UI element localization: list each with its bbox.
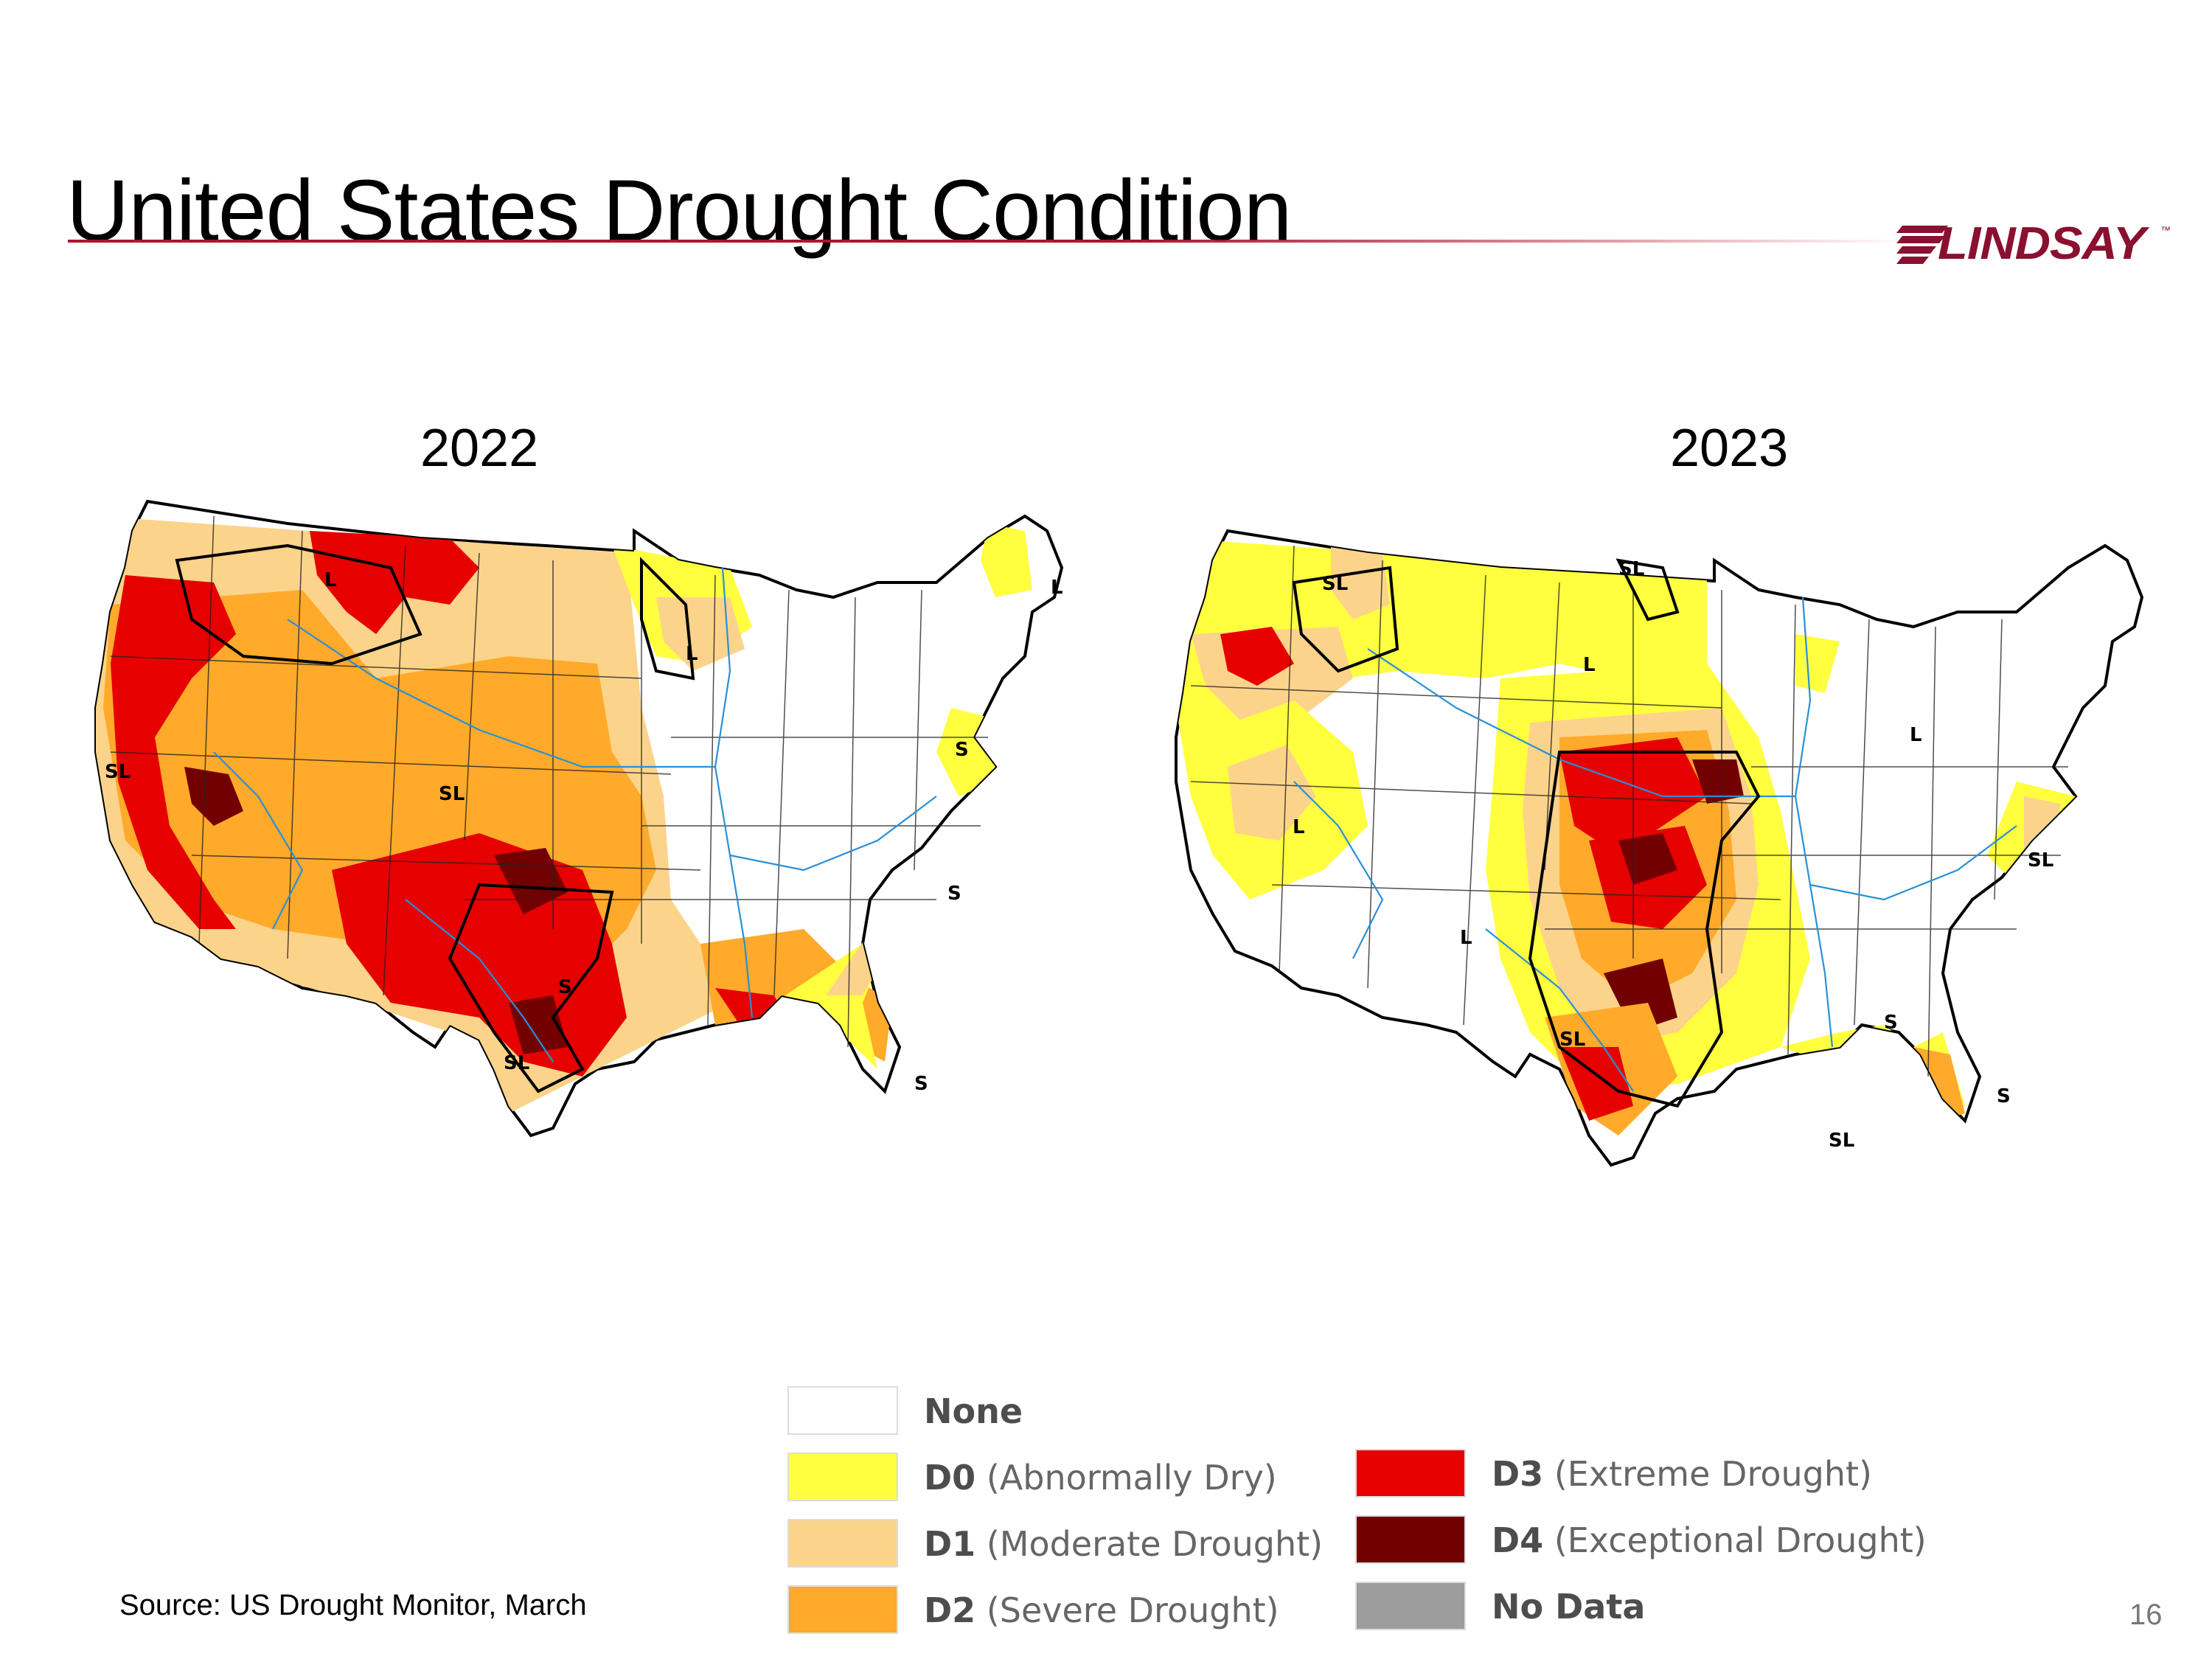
map-2022-impact-label: S [914,1073,928,1095]
map-2022-impact-label: S [955,739,969,761]
drought-legend: None D0 (Abnormally Dry) D1 (Moderate Dr… [787,1386,1967,1652]
legend-swatch [787,1386,898,1435]
legend-code: D4 [1492,1520,1544,1560]
legend-desc: (Severe Drought) [986,1590,1279,1630]
map-2023-impact-label: SL [1322,573,1348,595]
map-2023-impact-label: L [1910,724,1922,746]
map-2022-impact-label: S [947,883,961,905]
page-number: 16 [2129,1599,2163,1631]
legend-code: D2 [924,1590,976,1630]
source-note: Source: US Drought Monitor, March [119,1589,587,1621]
legend-swatch [1355,1449,1466,1498]
trademark-symbol: ™ [2160,224,2171,236]
legend-label: None [924,1391,1023,1431]
legend-swatch [787,1585,898,1634]
map-2023: SL SL L L L L SL SL S S SL [1147,516,2208,1209]
legend-swatch [787,1519,898,1568]
map-2022-impact-label: SL [105,761,131,783]
map-2022-impact-label: SL [439,783,465,805]
legend-desc: (Extreme Drought) [1554,1454,1872,1494]
legend-swatch [1355,1582,1466,1630]
legend-desc: (Exceptional Drought) [1554,1520,1927,1560]
map-2023-year-label: 2023 [1670,419,1789,478]
legend-code: D1 [924,1524,976,1564]
map-2022-impact-label: L [324,569,337,591]
title-divider [68,240,1911,243]
map-2023-impact-label: L [1583,654,1596,676]
legend-swatch [1355,1515,1466,1564]
map-2023-impact-label: L [1293,816,1305,838]
map-2022-impact-label: S [558,976,572,998]
lindsay-wordmark: LINDSAY [1938,218,2146,269]
map-2022: L L L SL SL S S S SL S [66,487,1128,1180]
map-2023-impact-label: SL [1559,1029,1585,1051]
map-2022-impact-label: L [686,643,698,665]
lindsay-logo-mark-icon [1896,226,1948,264]
map-2022-svg: L L L SL SL S S S SL S [94,499,1064,1138]
map-2022-impact-label: L [1051,577,1063,599]
map-2023-impact-label: S [1884,1012,1898,1034]
map-2023-impact-label: L [1460,927,1472,949]
map-2022-impact-label: SL [504,1052,529,1074]
map-2023-impact-label: SL [2028,849,2053,872]
legend-desc: (Moderate Drought) [986,1524,1324,1564]
legend-code: D3 [1492,1454,1544,1494]
lindsay-logo: LINDSAY ™ [1896,221,2177,280]
map-2023-svg: SL SL L L L L SL SL S S SL [1175,529,2144,1167]
legend-code: D0 [924,1458,976,1498]
map-2022-year-label: 2022 [420,419,539,478]
legend-swatch [787,1453,898,1501]
map-2023-impact-label: SL [1618,558,1644,580]
legend-label: No Data [1492,1587,1646,1627]
map-2023-impact-label: S [1997,1085,2011,1107]
legend-desc: (Abnormally Dry) [986,1458,1277,1498]
map-2023-impact-label: SL [1829,1130,1854,1152]
